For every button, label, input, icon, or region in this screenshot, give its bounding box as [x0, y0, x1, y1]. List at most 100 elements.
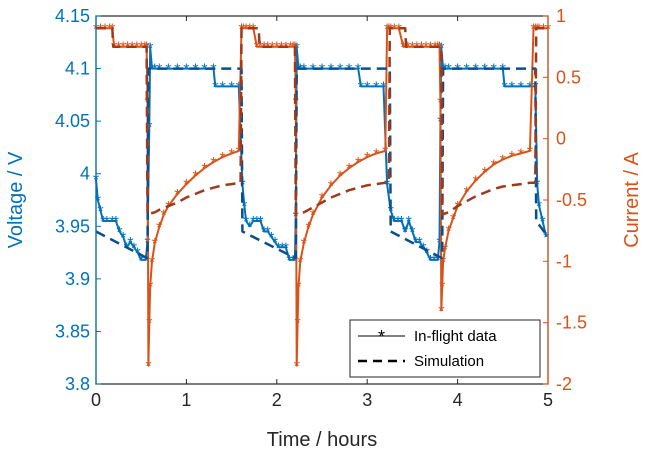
inflight-voltage-marker: *: [297, 62, 303, 79]
inflight-voltage-marker: *: [219, 79, 225, 96]
inflight-voltage-marker: *: [165, 62, 171, 79]
inflight-current-marker: *: [165, 199, 171, 216]
inflight-current-marker: *: [247, 21, 253, 38]
inflight-current-marker: *: [328, 178, 334, 195]
right-y-tick-label: 0: [556, 129, 566, 149]
inflight-current-marker: *: [536, 21, 542, 38]
inflight-current-marker: *: [274, 40, 280, 57]
legend-inflight-label: In-flight data: [414, 328, 497, 345]
inflight-voltage-marker: *: [113, 214, 119, 231]
inflight-voltage-marker: *: [290, 253, 296, 270]
inflight-voltage-marker: *: [152, 62, 158, 79]
inflight-current-marker: *: [228, 146, 234, 163]
inflight-voltage-marker: *: [134, 246, 140, 263]
inflight-current-marker: *: [518, 146, 524, 163]
inflight-current-marker: *: [540, 21, 546, 38]
inflight-current-marker: *: [152, 236, 158, 253]
inflight-voltage-marker: *: [536, 198, 542, 215]
inflight-voltage-marker: *: [127, 235, 133, 252]
inflight-voltage-marker: *: [438, 41, 444, 58]
inflight-voltage-marker: *: [319, 62, 325, 79]
inflight-voltage-marker: *: [301, 62, 307, 79]
inflight-current-marker: *: [261, 40, 267, 57]
inflight-voltage-marker: *: [100, 214, 106, 231]
inflight-current-marker: *: [527, 144, 533, 161]
x-tick-label: 0: [91, 390, 101, 410]
inflight-current-marker: *: [384, 21, 390, 38]
right-y-tick-label: 1: [556, 6, 566, 26]
inflight-voltage-marker: *: [491, 62, 497, 79]
inflight-current-marker: *: [509, 149, 515, 166]
axes-layer: 0 1 2 3 4 5 3.8 3.85 3.9 3.95 4 4.05 4.1 4.15 -2 -1.5 -1…: [55, 6, 587, 410]
right-y-tick-label: -1: [556, 251, 572, 271]
left-y-tick-label: 4: [80, 164, 90, 184]
inflight-current-marker: *: [254, 40, 260, 57]
inflight-voltage-marker: *: [543, 230, 549, 247]
inflight-current-marker: *: [491, 157, 497, 174]
legend-inflight-marker: *: [378, 327, 385, 347]
inflight-current-marker: *: [355, 155, 361, 172]
inflight-current-marker: *: [295, 279, 301, 296]
inflight-current-marker: *: [240, 21, 246, 38]
right-y-axis-title: Current / A: [621, 152, 643, 248]
inflight-voltage-marker: *: [454, 62, 460, 79]
inflight-current-marker: *: [405, 40, 411, 57]
inflight-current-marker: *: [414, 40, 420, 57]
inflight-current-marker: *: [120, 40, 126, 57]
inflight-current-marker: *: [464, 184, 470, 201]
inflight-voltage-marker: *: [373, 79, 379, 96]
inflight-voltage-marker: *: [138, 253, 144, 270]
inflight-current-marker: *: [364, 150, 370, 167]
left-y-tick-label: 3.95: [55, 216, 90, 236]
inflight-voltage-marker: *: [355, 62, 361, 79]
inflight-voltage-marker: *: [539, 214, 545, 231]
right-y-tick-label: 0.5: [556, 67, 581, 87]
inflight-current-marker: *: [219, 150, 225, 167]
inflight-current-marker: *: [423, 40, 429, 57]
inflight-voltage-marker: *: [97, 204, 103, 221]
legend-sim-label: Simulation: [414, 353, 484, 370]
inflight-current-marker: *: [294, 316, 300, 333]
series-layer: **** **************** * * * * * ** * * ***********…: [93, 21, 551, 375]
inflight-current-marker: *: [442, 242, 448, 259]
inflight-current-marker: *: [149, 254, 155, 271]
inflight-current-marker: *: [435, 40, 441, 57]
inflight-current-marker: *: [174, 187, 180, 204]
inflight-voltage-marker: *: [228, 79, 234, 96]
inflight-voltage-marker: *: [109, 214, 115, 231]
x-axis-title: Time / hours: [267, 429, 377, 451]
left-y-tick-label: 3.9: [65, 269, 90, 289]
inflight-voltage-marker: *: [120, 230, 126, 247]
inflight-current-marker: *: [290, 40, 296, 57]
inflight-current-marker: *: [396, 21, 402, 38]
inflight-current-marker: *: [283, 40, 289, 57]
x-tick-label: 5: [543, 390, 553, 410]
inflight-voltage-marker: *: [406, 214, 412, 231]
inflight-voltage-marker: *: [243, 214, 249, 231]
inflight-voltage-marker: *: [384, 177, 390, 194]
inflight-current-marker: *: [250, 21, 256, 38]
inflight-voltage-marker: *: [445, 62, 451, 79]
inflight-voltage-marker: *: [146, 119, 152, 136]
inflight-voltage-marker: *: [265, 225, 271, 242]
inflight-voltage-marker: *: [294, 41, 300, 58]
inflight-current-marker: *: [382, 144, 388, 161]
inflight-voltage-marker: *: [337, 62, 343, 79]
inflight-current-marker: *: [156, 220, 162, 237]
inflight-voltage-marker: *: [431, 253, 437, 270]
inflight-voltage-marker: *: [346, 62, 352, 79]
left-y-tick-label: 4.1: [65, 59, 90, 79]
inflight-current-marker: *: [473, 173, 479, 190]
inflight-voltage-marker: *: [295, 62, 301, 79]
inflight-current-marker: *: [236, 144, 242, 161]
inflight-voltage-marker: *: [236, 79, 242, 96]
inflight-voltage-marker: *: [358, 79, 364, 96]
inflight-voltage-marker: *: [272, 235, 278, 252]
inflight-voltage-marker: *: [518, 79, 524, 96]
inflight-voltage-marker: *: [436, 235, 442, 252]
inflight-current-marker: *: [337, 168, 343, 185]
inflight-voltage-marker: *: [380, 79, 386, 96]
inflight-current-marker: *: [436, 40, 442, 57]
